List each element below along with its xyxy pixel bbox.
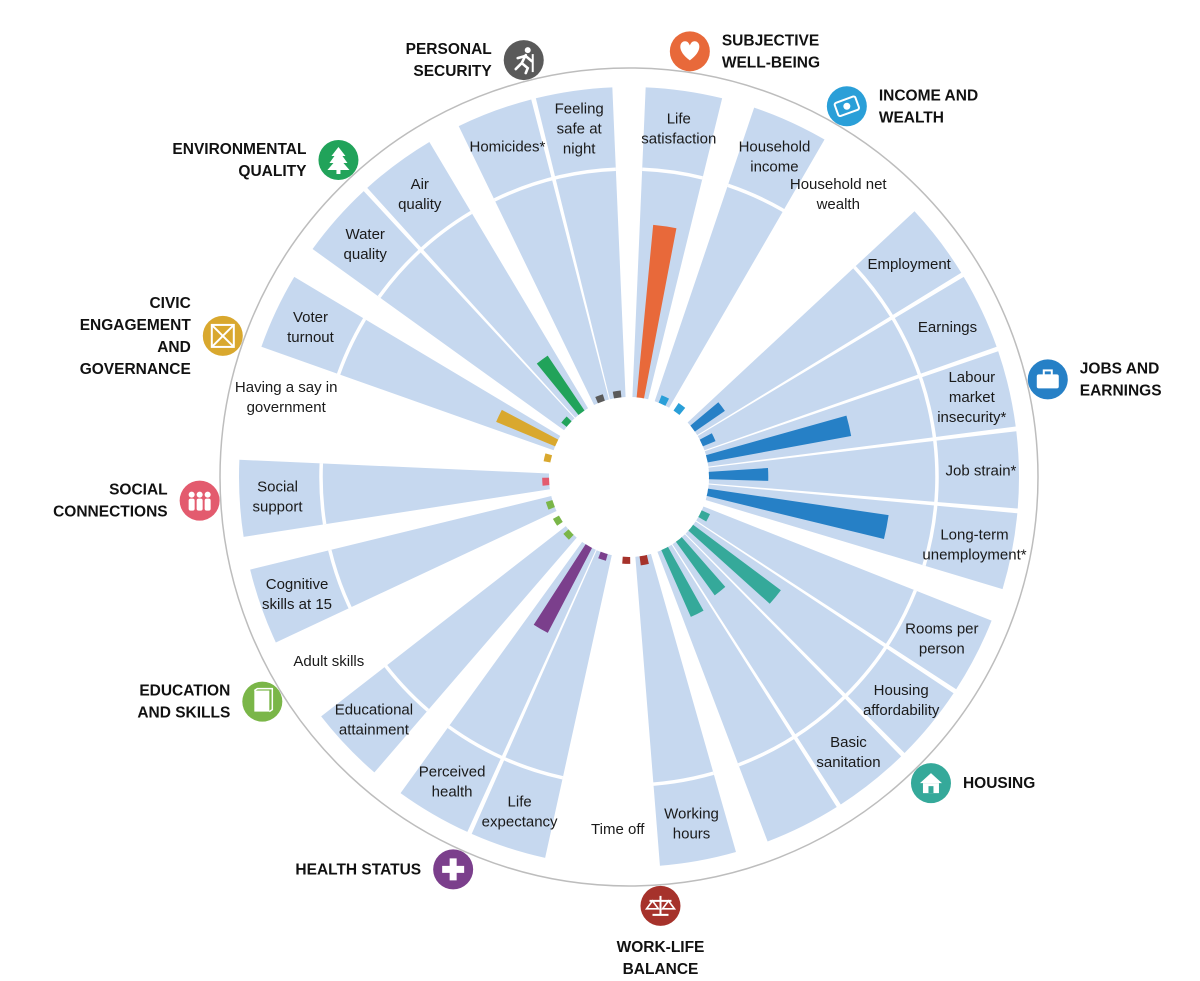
label-long-term-unemployment: Long-term unemployment* [922,526,1026,563]
banknote-icon [826,86,867,127]
scales-icon [640,885,681,926]
background-job-strain [708,431,1019,509]
label-household-net-wealth: Household net wealth [790,176,888,213]
background-life-expectancy [471,550,612,858]
background-basic-sanitation [672,534,902,805]
ring-security [493,167,616,202]
bar-air-quality [536,355,589,422]
background-earnings [697,276,997,451]
label-household-income: Household income [739,138,811,175]
ring-worklife [588,771,714,787]
dimension-worklife: WORK-LIFE BALANCE [617,939,705,978]
runner-icon [503,40,544,81]
ring-income [727,183,837,250]
ring-housing [737,589,917,767]
label-having-a-say-in-government: Having a say in government [235,379,338,416]
ring-civic [321,318,367,438]
background-rooms-per-person [696,506,992,690]
dimension-labels: SUBJECTIVE WELL-BEING INCOME AND WEALTH JOBS… [53,31,1162,978]
background-social-support [239,459,550,537]
label-time-off: Time off [591,821,645,838]
label-homicides: Homicides* [470,139,546,156]
bar-long-term-unemployment [698,487,889,540]
bar-perceived-health [533,537,596,633]
label-air-quality: Air quality [398,176,442,213]
ring-health [447,725,564,780]
label-rooms-per-person: Rooms per person [905,620,978,657]
background-household-income [654,107,825,408]
label-employment: Employment [867,256,951,273]
ring-jobs [853,265,939,567]
label-water-quality: Water quality [344,226,388,263]
ring-subjective [642,167,703,180]
label-labour-market-insecurity: Labour market insecurity* [937,369,1006,426]
bar-employment [684,402,725,437]
people-icon [179,480,220,521]
bar-housing-affordability [682,520,781,604]
bar-voter-turnout [496,409,566,450]
dimension-education: EDUCATION AND SKILLS [137,683,230,722]
book-icon [242,681,283,722]
bar-basic-sanitation [671,531,726,596]
bar-life-satisfaction [635,224,677,407]
background-educational-attainment [321,526,577,773]
dimension-subjective: SUBJECTIVE WELL-BEING [722,32,820,71]
heart-icon [669,31,710,72]
dimension-social: SOCIAL CONNECTIONS [53,482,168,521]
label-earnings: Earnings [918,319,977,336]
label-working-hours: Working hours [664,805,719,842]
background-voter-turnout [261,276,561,451]
indicator-bars [496,224,889,633]
label-feeling-safe-at-night: Feeling safe at night [555,101,604,158]
dimension-security: PERSONAL SECURITY [406,41,493,80]
background-homicides [458,99,609,406]
dimension-health: HEALTH STATUS [295,861,421,878]
dimension-environment: ENVIRONMENTAL QUALITY [172,141,307,180]
background-working-hours [635,553,736,866]
background-feeling-safe-at-night [535,87,626,400]
background-housing-4 [657,544,837,842]
label-perceived-health: Perceived health [419,763,486,800]
label-educational-attainment: Educational attainment [335,702,413,739]
ring-education [328,549,430,712]
indicator-labels: Life satisfaction Household incomeHousehold… [235,101,1027,843]
label-job-strain: Job strain* [946,463,1017,480]
dimension-jobs: JOBS AND EARNINGS [1080,360,1162,399]
label-life-satisfaction: Life satisfaction [641,111,716,148]
house-icon [910,763,951,804]
bar-job-strain [700,467,769,481]
dimension-income: INCOME AND WEALTH [879,87,978,126]
ring-environment [377,210,473,298]
background-air-quality [367,141,589,418]
label-basic-sanitation: Basic sanitation [816,734,880,771]
ring-social [319,463,327,525]
label-life-expectancy: Life expectancy [482,794,558,831]
bar-housing-4 [658,539,704,617]
label-housing-affordability: Housing affordability [863,682,940,719]
label-voter-turnout: Voter turnout [287,309,335,346]
tree-icon [318,140,359,181]
dimension-civic: CIVIC ENGAGEMENT AND GOVERNANCE [80,295,192,378]
cross-icon [433,849,474,890]
background-water-quality [312,191,575,431]
background-cognitive-skills-at-15 [250,495,557,643]
dimension-housing: HOUSING [963,775,1035,792]
background-employment [687,211,962,436]
ballot-icon [202,315,243,356]
label-adult-skills: Adult skills [293,653,364,670]
bar-labour-market-insecurity [698,415,852,464]
label-social-support: Social support [253,478,304,515]
briefcase-icon [1027,359,1068,400]
outer-ring [219,67,1039,887]
label-cognitive-skills-at-15: Cognitive skills at 15 [262,576,332,613]
center-hub [549,397,709,557]
